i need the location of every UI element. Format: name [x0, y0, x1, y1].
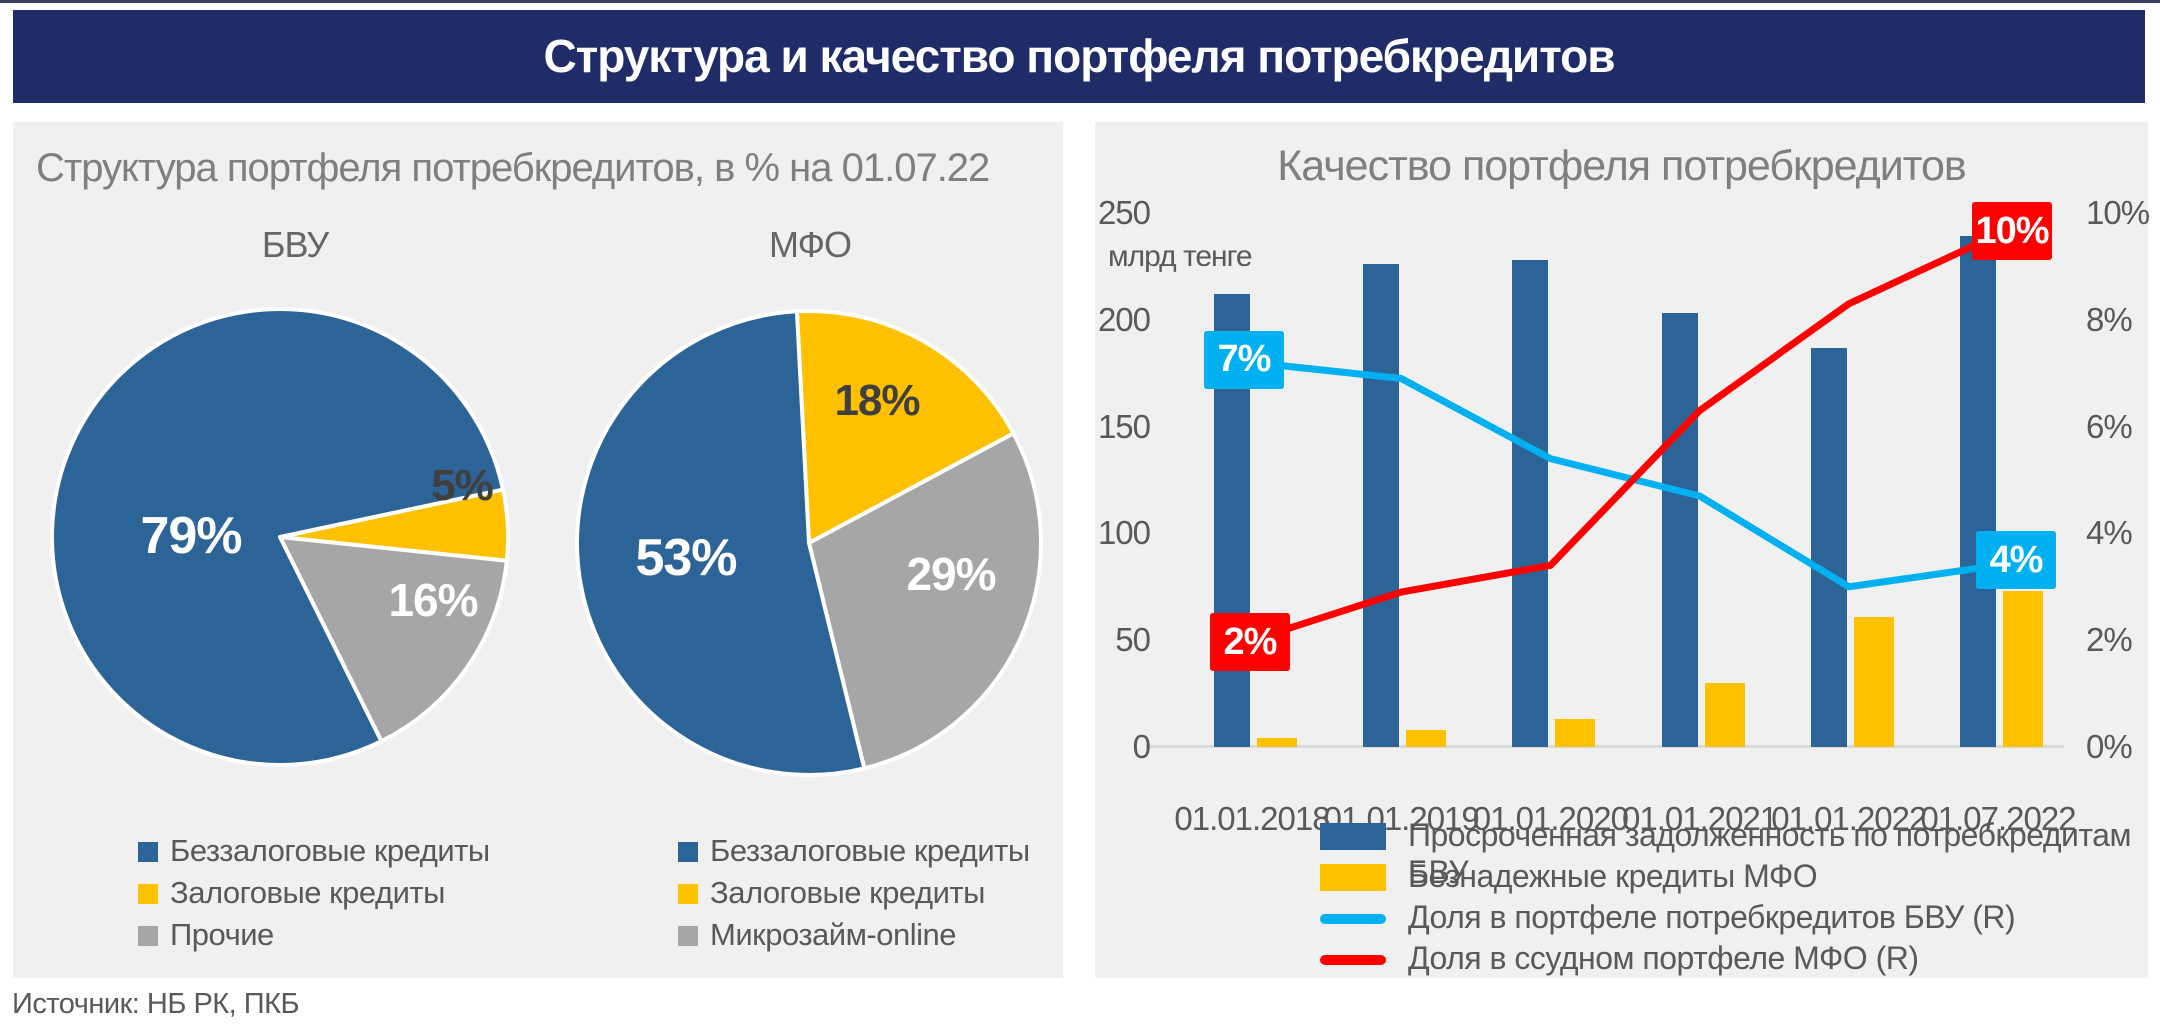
line-point-label: 10%	[1972, 202, 2052, 261]
pie-percent-label: 53%	[635, 529, 737, 587]
legend-label: Безнадежные кредиты МФО	[1408, 858, 1818, 894]
y-axis-unit-label: млрд тенге	[1108, 240, 1253, 273]
pie-subtitle-bvu: БВУ	[261, 224, 329, 265]
bar-bad-mfo	[1406, 729, 1447, 747]
x-tick-label: 01.01.2022	[1771, 800, 1927, 837]
top-border-strip	[0, 0, 2160, 3]
pie-percent-label: 5%	[431, 461, 494, 510]
legend-label: Доля в ссудном портфеле МФО (R)	[1408, 940, 1919, 976]
legend-swatch-line	[1320, 914, 1386, 924]
page-title: Структура и качество портфеля потребкред…	[543, 30, 1615, 82]
legend-label: Прочие	[170, 917, 274, 952]
pie-slice-бву-0	[49, 307, 505, 767]
bar-bad-mfo	[1257, 738, 1297, 747]
pie-percent-label: 16%	[388, 574, 478, 626]
legend-swatch-Беззалоговые кредиты	[678, 842, 698, 862]
pie-chart-бву	[49, 307, 511, 767]
header-bar: Структура и качество портфеля потребкред…	[13, 10, 2145, 103]
bar-overdue-bvu	[1512, 259, 1549, 747]
line-share-bvu	[1248, 359, 2002, 591]
y-right-tick-label: 8%	[2086, 300, 2133, 338]
legend-swatch-Залоговые кредиты	[678, 884, 698, 904]
legend-label: Залоговые кредиты	[170, 875, 445, 910]
pie-percent-label: 18%	[834, 376, 920, 425]
lines-overlay	[1248, 230, 2002, 644]
pie-subtitle-mfo: МФО	[769, 224, 852, 265]
quality-panel-title: Качество портфеля потребкредитов	[1277, 142, 1967, 190]
legend-label: Залоговые кредиты	[710, 875, 985, 910]
y-right-tick-label: 2%	[2086, 621, 2133, 659]
pie-slice-мфо-0	[575, 309, 867, 777]
legend-label: Доля в портфеле потребкредитов БВУ (R)	[1408, 899, 2016, 935]
x-tick-label: 01.01.2020	[1472, 800, 1629, 837]
source-note: Источник: НБ РК, ПКБ	[12, 988, 300, 1020]
y-left-tick-label: 250	[1097, 194, 1151, 231]
bar-overdue-bvu	[1661, 313, 1698, 747]
legend-label: Микрозайм-online	[710, 917, 956, 952]
pie-slice-бву-2	[278, 535, 509, 744]
bar-bad-mfo	[1555, 719, 1596, 747]
y-left-tick-label: 0	[1132, 728, 1151, 765]
y-left-tick-label: 150	[1097, 407, 1151, 445]
legend-swatch-Залоговые кредиты	[138, 884, 158, 904]
x-tick-label: 01.01.2018	[1174, 800, 1330, 837]
y-left-tick-label: 50	[1115, 621, 1151, 659]
legend-swatch-bar	[1320, 823, 1386, 850]
y-right-tick-label: 6%	[2086, 407, 2133, 445]
pie-percent-label: 79%	[140, 507, 242, 565]
bar-overdue-bvu	[1960, 236, 1996, 747]
legend-label: Беззалоговые кредиты	[170, 833, 490, 868]
x-axis-line	[1146, 745, 2064, 748]
legend-label: Беззалоговые кредиты	[710, 833, 1030, 868]
pie-percent-label: 29%	[906, 548, 996, 600]
bar-overdue-bvu	[1810, 347, 1847, 747]
legend-swatch-bar	[1320, 864, 1386, 891]
line-point-label: 7%	[1204, 330, 1284, 389]
y-left-tick-label: 200	[1097, 300, 1151, 338]
y-left-tick-label: 100	[1097, 514, 1151, 552]
pie-slice-мфо-2	[807, 431, 1044, 771]
legend-swatch-Прочие	[138, 926, 158, 946]
legend-label: Просроченная задолженность по потребкред…	[1408, 817, 2131, 890]
pie-chart-мфо	[575, 308, 1044, 777]
bar-bad-mfo	[2003, 591, 2043, 747]
y-right-tick-label: 0%	[2086, 728, 2133, 765]
line-point-label: 2%	[1210, 613, 1290, 672]
legend-swatch-Микрозайм-online	[678, 926, 698, 946]
line-share-mfo	[1248, 230, 2002, 644]
pie-slice-мфо-1	[794, 308, 1016, 545]
x-tick-label: 01.01.2021	[1622, 800, 1778, 837]
bar-overdue-bvu	[1363, 264, 1400, 747]
legend-swatch-Беззалоговые кредиты	[138, 842, 158, 862]
legend-swatch-line	[1320, 955, 1386, 965]
y-right-tick-label: 10%	[2086, 194, 2150, 231]
line-point-label: 4%	[1976, 531, 2056, 590]
bar-bad-mfo	[1704, 682, 1745, 747]
y-right-tick-label: 4%	[2086, 514, 2133, 552]
bar-bad-mfo	[1853, 616, 1894, 747]
structure-panel-title: Структура портфеля потребкредитов, в % н…	[36, 146, 990, 190]
x-tick-label: 01.07.2022	[1920, 800, 2076, 837]
